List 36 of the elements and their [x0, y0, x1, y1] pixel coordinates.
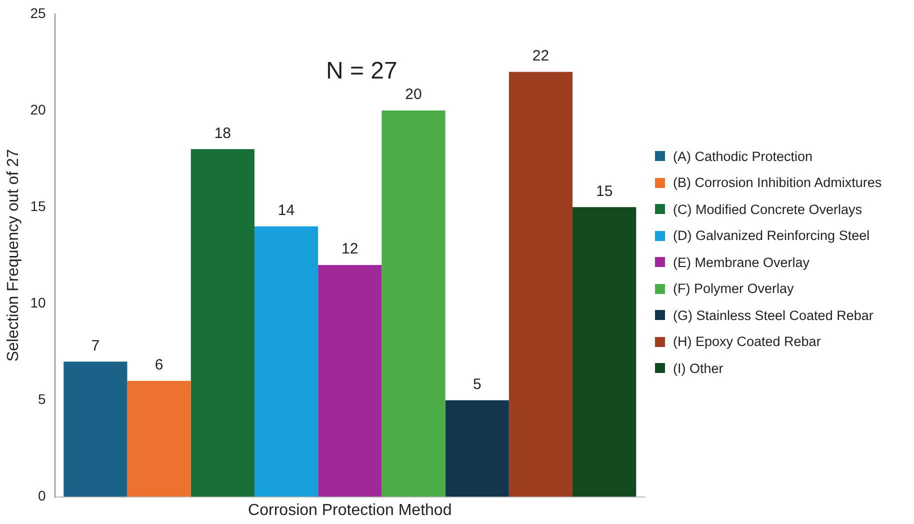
legend-label: (H) Epoxy Coated Rebar: [673, 333, 821, 351]
legend-label: (I) Other: [673, 360, 724, 378]
bar: [318, 265, 382, 497]
bar: [445, 400, 509, 497]
data-label: 14: [278, 202, 295, 220]
bar: [64, 362, 128, 497]
legend-label: (A) Cathodic Protection: [673, 148, 813, 166]
data-label: 15: [596, 182, 613, 200]
bar: [127, 380, 191, 497]
legend-label: (F) Polymer Overlay: [673, 280, 794, 298]
data-label: 18: [214, 124, 232, 142]
annotation: N = 27: [326, 58, 398, 85]
legend-label: (D) Galvanized Reinforcing Steel: [673, 227, 870, 245]
data-label: 5: [472, 376, 482, 393]
y-tick-label: 25: [30, 4, 46, 21]
legend-label: (G) Stainless Steel Coated Rebar: [673, 306, 874, 324]
y-axis-title: Selection Frequency out of 27: [5, 149, 22, 362]
legend-label: (B) Corrosion Inhibition Admixtures: [673, 174, 882, 192]
data-label: 22: [532, 48, 550, 65]
y-tick-label: 15: [30, 198, 46, 214]
bar: [382, 110, 446, 497]
y-tick-label: 20: [30, 101, 46, 118]
bar: [190, 149, 254, 497]
data-label: 6: [154, 356, 164, 374]
data-label: 20: [405, 86, 422, 104]
x-axis-title: Corrosion Protection Method: [248, 502, 452, 519]
legend-label: (E) Membrane Overlay: [673, 254, 810, 272]
data-label: 12: [342, 240, 358, 258]
bar: [254, 226, 318, 497]
y-tick-label: 10: [30, 294, 46, 311]
legend-label: (C) Modified Concrete Overlays: [673, 200, 862, 218]
bar: [572, 207, 636, 497]
bar: [508, 72, 573, 497]
y-tick-label: 0: [38, 488, 46, 504]
data-label: 7: [91, 337, 100, 354]
y-tick-label: 5: [38, 391, 46, 408]
